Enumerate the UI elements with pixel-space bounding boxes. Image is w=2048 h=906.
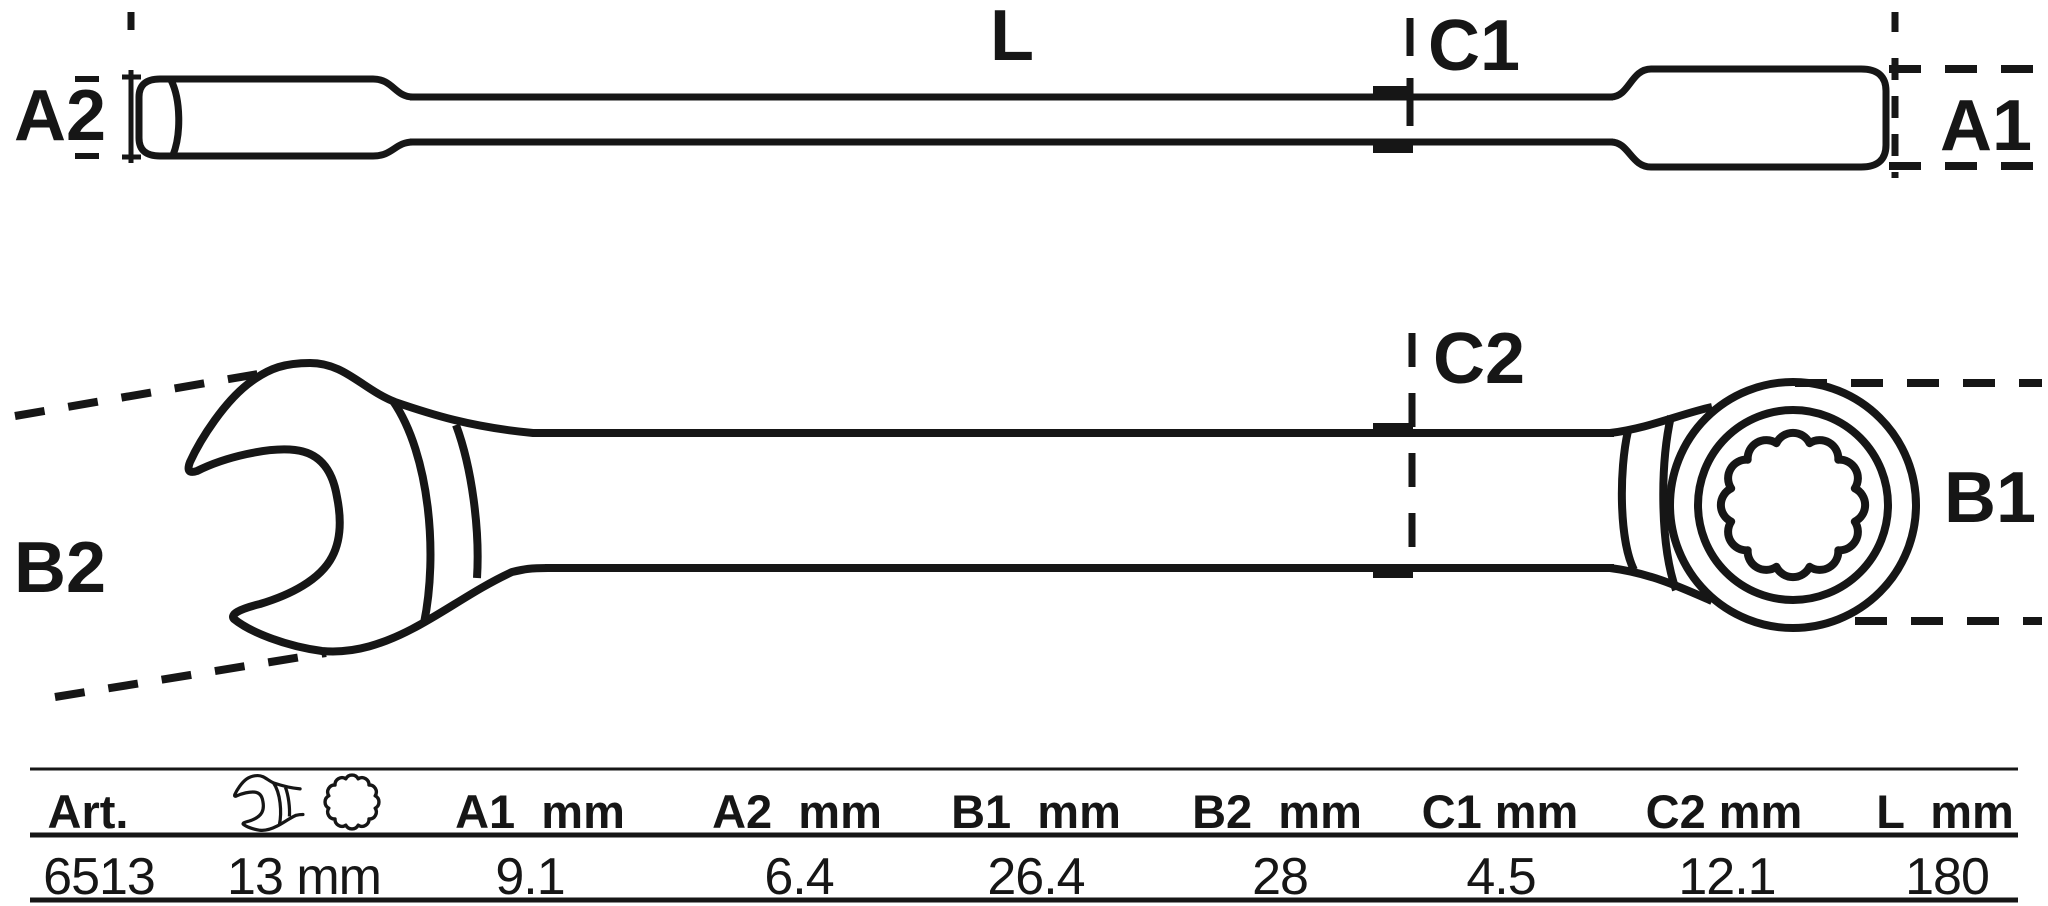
value-c1: 4.5 bbox=[1466, 848, 1535, 906]
a2-dimension-marks bbox=[75, 12, 141, 163]
profile-open-end-face-arc bbox=[167, 78, 183, 157]
header-c1: C1 mm bbox=[1422, 785, 1579, 838]
ring-inner-circle bbox=[1694, 406, 1892, 604]
profile-ring-head bbox=[1607, 65, 1890, 171]
label-b1: B1 bbox=[1944, 458, 2036, 538]
value-a2: 6.4 bbox=[764, 848, 833, 906]
header-art: Art. bbox=[48, 785, 129, 838]
b1-dimension-marks bbox=[1795, 379, 2042, 625]
value-a1: 9.1 bbox=[495, 848, 564, 906]
label-a1: A1 bbox=[1940, 86, 2032, 166]
open-end-head bbox=[184, 359, 552, 656]
a1-dimension-marks bbox=[1889, 12, 2040, 178]
value-l: 180 bbox=[1905, 848, 1989, 906]
value-art: 6513 bbox=[43, 848, 155, 906]
ring-neck-bottom bbox=[1609, 564, 1714, 605]
value-c2: 12.1 bbox=[1678, 848, 1775, 906]
ring-collar-curve-1 bbox=[1617, 430, 1638, 572]
value-b1: 26.4 bbox=[987, 848, 1084, 906]
profile-view bbox=[75, 12, 2040, 178]
b2-dimension-marks bbox=[14, 369, 327, 701]
header-b1: B1 mm bbox=[951, 785, 1121, 838]
open-end-wrench-icon bbox=[233, 773, 305, 832]
profile-open-end-head bbox=[135, 75, 417, 160]
value-size: 13 mm bbox=[227, 848, 381, 906]
face-view bbox=[14, 333, 2042, 701]
spec-table: Art. A1 mm A2 mm B1 mm B2 mm C1 mm C2 mm… bbox=[30, 767, 2018, 906]
ring-outer-circle bbox=[1666, 378, 1920, 632]
ring-end-head bbox=[1609, 378, 1920, 632]
open-end-collar-curve-1 bbox=[389, 398, 435, 624]
c2-dimension-marks bbox=[1373, 333, 1416, 578]
label-length: L bbox=[990, 0, 1034, 76]
label-c2: C2 bbox=[1433, 319, 1525, 399]
twelve-point-ring-icon bbox=[323, 773, 381, 831]
ring-collar-curve-2 bbox=[1659, 415, 1680, 592]
label-b2: B2 bbox=[14, 528, 106, 608]
header-a1: A1 mm bbox=[455, 785, 625, 838]
header-c2: C2 mm bbox=[1646, 785, 1803, 838]
label-a2: A2 bbox=[14, 76, 106, 156]
value-b2: 28 bbox=[1252, 848, 1308, 906]
ring-neck-top bbox=[1609, 403, 1713, 437]
c1-dimension-marks bbox=[1373, 18, 1414, 153]
header-a2: A2 mm bbox=[712, 785, 882, 838]
ring-twelve-point-profile bbox=[1716, 428, 1870, 582]
header-l: L mm bbox=[1876, 785, 2014, 838]
header-b2: B2 mm bbox=[1192, 785, 1362, 838]
label-c1: C1 bbox=[1428, 6, 1520, 86]
open-end-collar-curve-2 bbox=[452, 423, 482, 579]
open-end-head-outline bbox=[184, 359, 552, 656]
